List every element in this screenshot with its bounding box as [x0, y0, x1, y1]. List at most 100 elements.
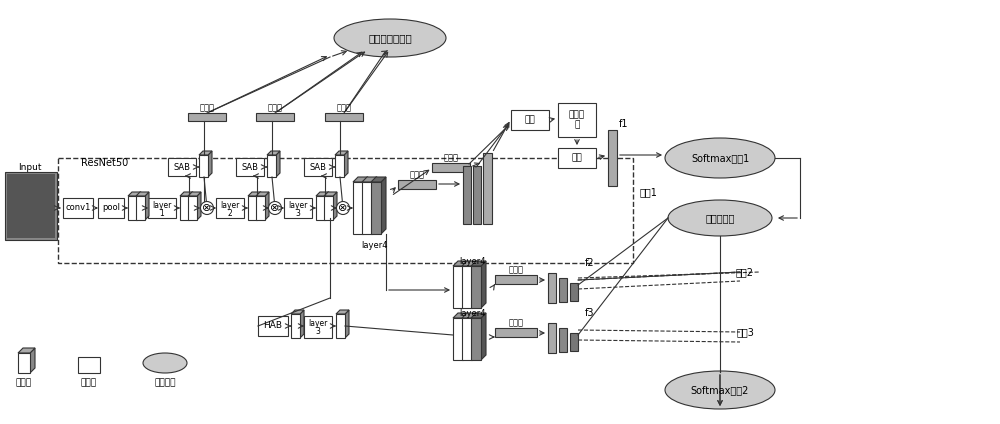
- Bar: [453, 266, 463, 308]
- Bar: [462, 318, 472, 360]
- Text: 池化层: 池化层: [509, 318, 524, 327]
- Text: 分支2: 分支2: [736, 267, 754, 277]
- Bar: [258, 316, 288, 336]
- Bar: [291, 314, 300, 338]
- Bar: [570, 333, 578, 351]
- Text: 3: 3: [296, 209, 300, 218]
- Bar: [473, 166, 481, 224]
- Ellipse shape: [665, 138, 775, 178]
- Text: ⊗: ⊗: [270, 203, 280, 213]
- Text: layer: layer: [152, 201, 172, 209]
- Bar: [336, 314, 345, 338]
- Bar: [248, 196, 257, 220]
- Bar: [128, 196, 137, 220]
- Text: layer4: layer4: [459, 309, 485, 318]
- Text: 池化层: 池化层: [509, 265, 524, 274]
- Polygon shape: [316, 192, 329, 196]
- Polygon shape: [481, 261, 486, 308]
- Polygon shape: [291, 310, 304, 314]
- Bar: [608, 130, 617, 186]
- Polygon shape: [381, 177, 386, 234]
- Text: f3: f3: [585, 308, 595, 318]
- Text: 池化层: 池化层: [410, 170, 424, 179]
- Text: 多级注意力损失: 多级注意力损失: [368, 33, 412, 43]
- Bar: [180, 196, 189, 220]
- Polygon shape: [199, 151, 212, 155]
- Text: Softmax损失2: Softmax损失2: [691, 385, 749, 395]
- Bar: [188, 196, 197, 220]
- Polygon shape: [256, 192, 269, 196]
- Polygon shape: [188, 192, 201, 196]
- Text: 特征图: 特征图: [16, 379, 32, 388]
- Ellipse shape: [268, 201, 282, 215]
- Bar: [188, 113, 226, 121]
- Bar: [463, 166, 471, 224]
- Text: 池化层: 池化层: [268, 103, 283, 112]
- Text: 分支3: 分支3: [736, 327, 754, 337]
- Polygon shape: [128, 192, 141, 196]
- Text: SAB: SAB: [310, 162, 326, 171]
- Bar: [78, 357, 100, 373]
- Bar: [548, 323, 556, 353]
- Bar: [58, 158, 633, 263]
- Bar: [199, 155, 208, 177]
- Bar: [495, 328, 537, 337]
- Polygon shape: [453, 313, 468, 318]
- Text: SAB: SAB: [174, 162, 190, 171]
- Bar: [371, 182, 381, 234]
- Bar: [453, 318, 463, 360]
- Polygon shape: [300, 310, 304, 338]
- Text: ResNet50: ResNet50: [81, 158, 129, 168]
- Polygon shape: [265, 192, 269, 220]
- Polygon shape: [257, 192, 261, 220]
- Bar: [325, 113, 363, 121]
- Polygon shape: [180, 192, 193, 196]
- Polygon shape: [276, 151, 280, 177]
- Polygon shape: [30, 348, 35, 373]
- Polygon shape: [267, 151, 280, 155]
- Polygon shape: [136, 192, 149, 196]
- Text: layer4: layer4: [459, 257, 485, 265]
- Text: layer: layer: [220, 201, 240, 209]
- Bar: [558, 103, 596, 137]
- Text: 池化层: 池化层: [336, 103, 352, 112]
- Text: conv1: conv1: [65, 204, 91, 212]
- Text: 三元组损失: 三元组损失: [705, 213, 735, 223]
- Ellipse shape: [143, 353, 187, 373]
- Polygon shape: [208, 151, 212, 177]
- Bar: [558, 148, 596, 168]
- Text: f1: f1: [619, 119, 629, 129]
- Text: 分支1: 分支1: [639, 187, 657, 197]
- Bar: [136, 196, 145, 220]
- Text: layer: layer: [288, 201, 308, 209]
- Bar: [168, 158, 196, 176]
- Polygon shape: [353, 177, 368, 182]
- Bar: [432, 163, 470, 172]
- Polygon shape: [325, 192, 329, 220]
- Polygon shape: [463, 313, 468, 360]
- Polygon shape: [345, 310, 349, 338]
- Polygon shape: [362, 177, 377, 182]
- Bar: [216, 198, 244, 218]
- Bar: [5, 172, 57, 240]
- Text: 连接: 连接: [525, 115, 535, 125]
- Text: 网络层: 网络层: [81, 379, 97, 388]
- Bar: [398, 180, 436, 189]
- Text: ⊗: ⊗: [338, 203, 348, 213]
- Polygon shape: [333, 192, 337, 220]
- Bar: [353, 182, 363, 234]
- Ellipse shape: [200, 201, 214, 215]
- Polygon shape: [344, 151, 348, 177]
- Text: SAB: SAB: [242, 162, 258, 171]
- Polygon shape: [145, 192, 149, 220]
- Bar: [7, 174, 55, 238]
- Polygon shape: [248, 192, 261, 196]
- Bar: [471, 266, 481, 308]
- Bar: [335, 155, 344, 177]
- Text: layer: layer: [308, 318, 328, 327]
- Bar: [362, 182, 372, 234]
- Ellipse shape: [336, 201, 350, 215]
- Bar: [256, 113, 294, 121]
- Bar: [304, 316, 332, 338]
- Text: 损失函数: 损失函数: [154, 379, 176, 388]
